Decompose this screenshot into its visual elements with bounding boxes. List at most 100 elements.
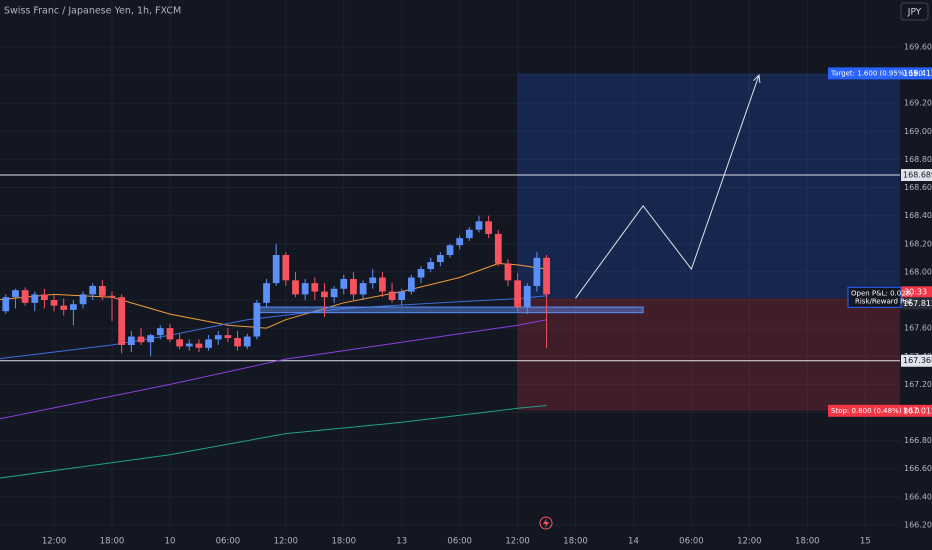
price-tag-label: 169.412 [903,69,932,78]
price-tag [901,404,932,417]
y-tick-label: 166.200 [904,520,932,529]
open-pnl-label: Open P&L: 0.028, [851,289,912,297]
candle-body [118,297,126,346]
candle-body [514,280,521,308]
candle-body [60,305,68,310]
price-tag-label: 167.812 [903,299,932,308]
candle-body [379,277,386,292]
currency-button[interactable] [900,2,929,21]
projection-arrowhead [753,74,761,84]
candle-body [185,343,193,347]
target-zone [517,73,900,299]
candle-body [398,291,406,301]
y-tick-label: 168.400 [904,211,932,220]
price-tag-label: 167.368 [903,356,932,365]
stop-zone [517,298,900,411]
y-tick-label: 167.600 [904,324,932,333]
x-tick-label: 06:00 [216,537,241,547]
x-tick-label: 06:00 [447,537,472,547]
x-tick-label: 12:00 [505,537,530,547]
candle-body [543,257,550,295]
candle-body [369,277,377,284]
price-tag-label: 167.012 [903,406,932,415]
candle-body [195,343,203,348]
candle-body [108,295,116,298]
x-tick-label: 18:00 [795,537,820,547]
currency: JPY [907,8,922,18]
candle-body [311,283,319,292]
candle-body [147,335,155,343]
price-tag [901,169,932,182]
stop-box [828,404,901,417]
candle-body [427,262,435,270]
candle-body [465,229,473,239]
candle-body [205,339,212,348]
price-tag-label: 168.689 [903,171,932,180]
highlight-zone [256,306,644,314]
candle-body [21,290,29,303]
axes: 166.200166.400166.600166.800167.000167.2… [42,42,932,547]
y-tick-label: 168.200 [904,239,932,248]
target-box [828,67,901,80]
target-label: Target: 1.600 (0.95%) 160 [830,69,923,77]
candle-body [494,233,502,264]
candle-body [446,245,454,256]
y-tick-label: 169.600 [904,42,932,51]
countdown-tag [901,286,932,298]
y-tick-label: 166.800 [904,436,932,445]
candle-body [176,339,183,347]
x-tick-label: 12:00 [42,537,67,547]
candle-body [417,269,425,278]
x-tick-label: 13 [396,537,407,547]
x-tick-label: 12:00 [737,537,762,547]
candle-body [321,291,328,298]
chart-title: Swiss Franc / Japanese Yen, 1h, FXCM [4,6,181,17]
candle-body [243,336,251,347]
countdown: 30:33 [904,287,927,296]
y-tick-label: 166.600 [904,464,932,473]
x-tick-label: 18:00 [100,537,125,547]
icon-ring [539,516,553,530]
candle-body [475,221,483,230]
icon-bolt [543,518,549,528]
candle-body [340,278,348,289]
candle-body [50,300,58,306]
open-pnl-box [847,286,902,308]
candle-body [89,285,97,295]
x-tick-label: 10 [165,537,176,547]
moving-average [0,405,547,479]
candle-body [70,304,77,310]
y-tick-label: 166.400 [904,492,932,501]
moving-average [0,319,547,420]
candle-body [485,221,493,234]
candle-body [12,290,19,298]
candle-body [272,255,280,284]
candle-body [224,335,232,338]
x-tick-label: 12:00 [274,537,299,547]
candle-body [156,328,164,336]
candle-body [98,285,106,296]
candle-body [533,257,541,286]
replay-icon[interactable] [539,516,553,530]
projection-path [575,74,760,299]
y-tick-label: 168.800 [904,155,932,164]
y-tick-label: 168.000 [904,267,932,276]
candle-body [292,280,299,295]
candle-body [31,294,39,303]
x-tick-label: 06:00 [679,537,704,547]
candle-body [456,238,464,246]
x-tick-label: 15 [860,537,871,547]
plot-area [0,73,900,479]
candle-body [263,283,270,303]
y-tick-label: 169.000 [904,127,932,136]
price-tag [901,297,932,310]
candle-body [436,255,444,263]
x-tick-label: 14 [628,537,639,547]
candle-body [41,294,48,301]
candle-body [301,283,309,295]
candle-body [359,283,367,295]
y-tick-label: 169.200 [904,99,932,108]
candle-body [504,263,512,281]
